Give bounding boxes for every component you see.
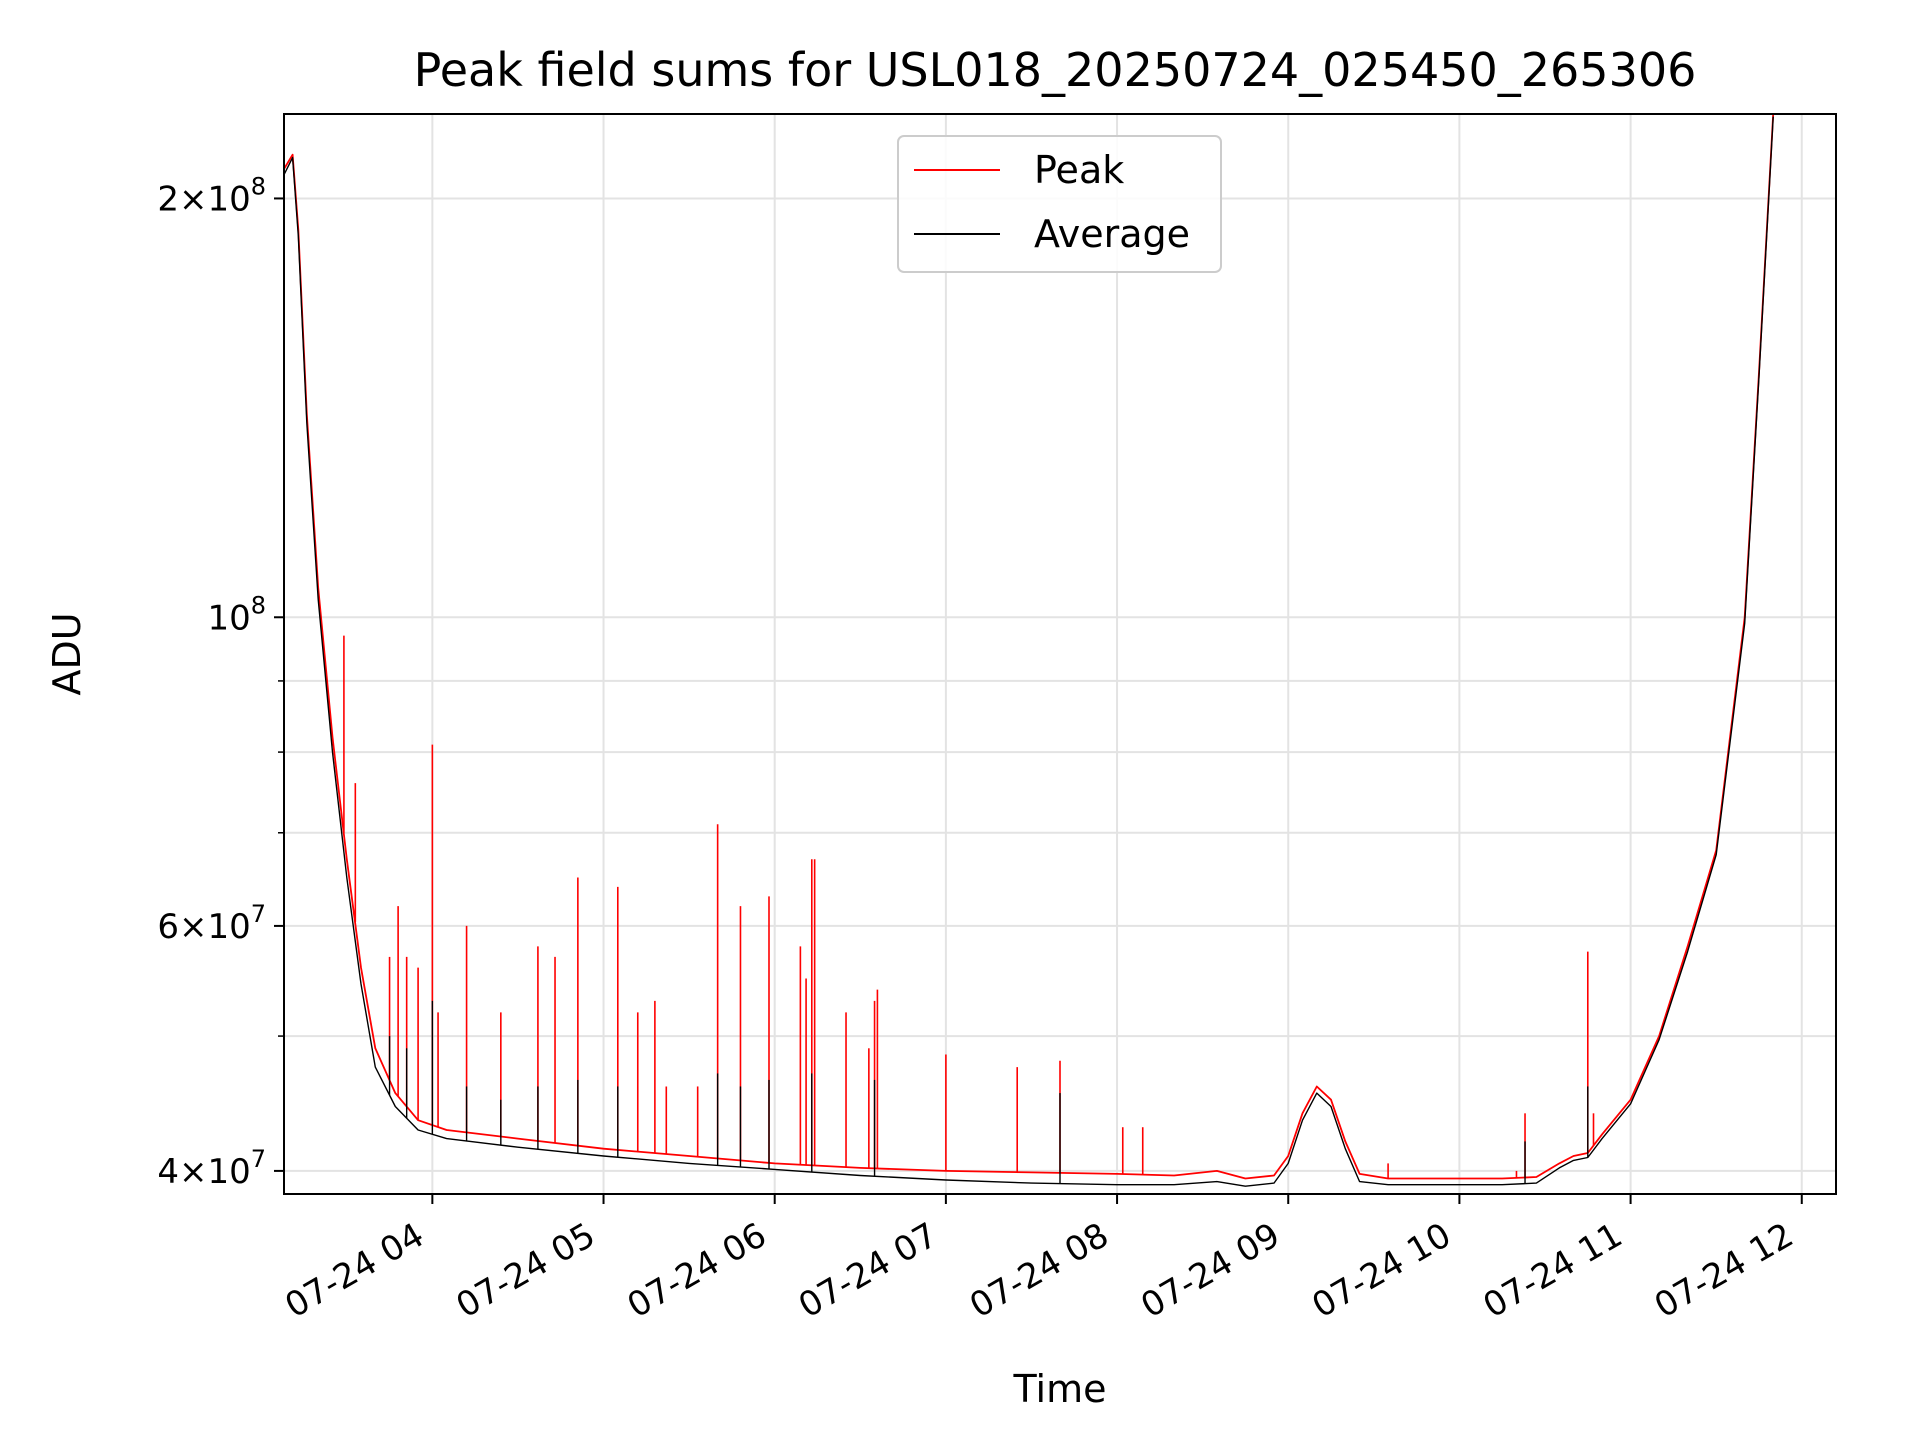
y-tick-label: 6×107 — [157, 900, 266, 947]
x-axis-label: Time — [1013, 1367, 1107, 1411]
chart-title: Peak field sums for USL018_20250724_0254… — [414, 43, 1697, 97]
legend: Peak Average — [897, 135, 1222, 273]
plot-frame — [283, 113, 1837, 1195]
legend-label-peak: Peak — [1034, 148, 1124, 192]
y-axis: 4×107 6×107 108 2×108 — [157, 172, 284, 1192]
y-tick-label: 2×108 — [157, 172, 266, 219]
series-line-peak — [284, 114, 1775, 1180]
y-tick-label: 108 — [207, 591, 266, 638]
series-layer — [284, 114, 1775, 1187]
series-line-average — [284, 116, 1774, 1187]
legend-label-average: Average — [1034, 212, 1190, 256]
y-tick-label: 4×107 — [157, 1145, 266, 1192]
y-axis-label: ADU — [45, 612, 89, 695]
